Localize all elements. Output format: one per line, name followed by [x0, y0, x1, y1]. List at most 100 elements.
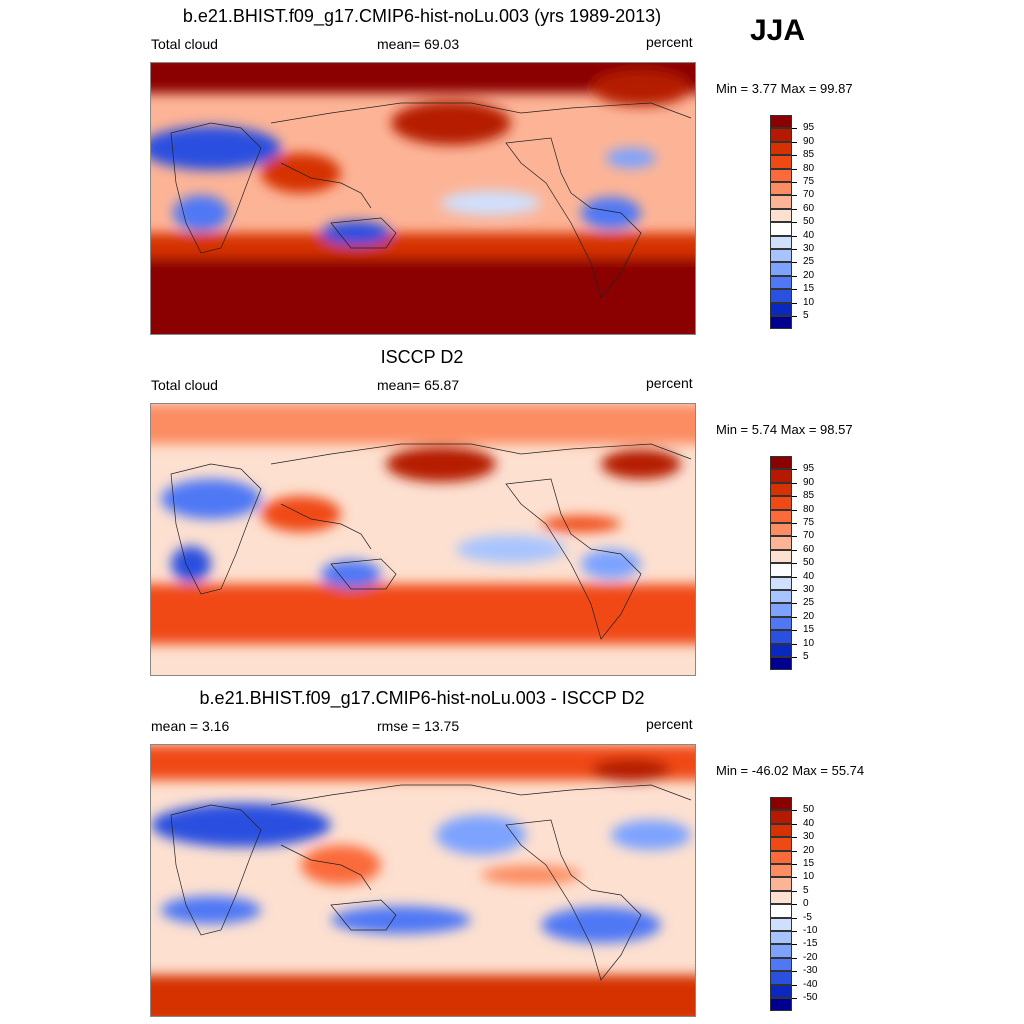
colorbar-label: 15 [803, 624, 815, 636]
colorbar-swatch [770, 864, 792, 878]
colorbar-swatch [770, 208, 792, 223]
colorbar-tick [792, 850, 797, 852]
colorbar-label: 30 [803, 831, 815, 843]
colorbar-swatch [770, 590, 792, 604]
colorbar-tick [792, 222, 797, 224]
colorbar-label: 40 [803, 570, 815, 582]
colorbar-tick [792, 482, 797, 484]
colorbar-swatch [770, 563, 792, 577]
colorbar-tick [792, 971, 797, 973]
panel-2-variable-label: Total cloud [151, 377, 218, 393]
colorbar-swatch [770, 195, 792, 209]
colorbar-tick [792, 603, 797, 605]
colorbar-swatch [770, 155, 792, 169]
colorbar-label: 25 [803, 256, 815, 268]
colorbar-tick [792, 496, 797, 498]
colorbar-tick [792, 302, 797, 304]
colorbar-label: 85 [803, 490, 815, 502]
colorbar-swatch [770, 603, 792, 617]
colorbar-label: 10 [803, 637, 815, 649]
colorbar-tick [792, 509, 797, 511]
panel-1-minmax: Min = 3.77 Max = 99.87 [716, 81, 853, 96]
colorbar-swatch [770, 904, 792, 918]
colorbar-label: 95 [803, 463, 815, 475]
colorbar-label: -5 [803, 911, 812, 923]
colorbar-label: 70 [803, 189, 815, 201]
colorbar-swatch [770, 877, 792, 891]
colorbar-label: 85 [803, 149, 815, 161]
colorbar-tick [792, 249, 797, 250]
colorbar-swatch [770, 182, 792, 196]
colorbar-swatch [770, 823, 792, 838]
colorbar-swatch [770, 275, 792, 290]
colorbar-label: 50 [803, 216, 815, 228]
panel-2-title: ISCCP D2 [380, 347, 464, 367]
colorbar-label: 25 [803, 597, 815, 609]
colorbar-swatch [770, 536, 792, 550]
colorbar-swatch [770, 262, 792, 276]
colorbar-tick [792, 195, 797, 197]
panel-2-mean-label: mean= 65.87 [377, 377, 460, 393]
colorbar-tick [792, 141, 797, 143]
colorbar-swatch [770, 456, 792, 470]
colorbar-tick [792, 890, 797, 892]
colorbar-tick [792, 957, 797, 959]
colorbar-tick [792, 864, 797, 865]
panel-1-map [150, 62, 696, 335]
colorbar-label: 40 [803, 817, 815, 829]
colorbar-label: 80 [803, 162, 815, 174]
colorbar-swatch [770, 944, 792, 958]
colorbar-swatch [770, 496, 792, 510]
colorbar-label: 10 [803, 871, 815, 883]
colorbar-label: 15 [803, 858, 815, 869]
panel-3-map [150, 744, 696, 1017]
colorbar-tick [792, 590, 797, 591]
colorbar-tick [792, 275, 797, 277]
colorbar-swatch [770, 657, 792, 671]
colorbar-tick [792, 128, 797, 130]
colorbar-label: 20 [803, 610, 815, 622]
colorbar-tick [792, 523, 797, 524]
colorbar-label: 60 [803, 543, 815, 555]
colorbar-swatch [770, 482, 792, 497]
colorbar-tick [792, 823, 797, 825]
colorbar-swatch [770, 549, 792, 564]
colorbar-tick [792, 984, 797, 986]
colorbar-tick [792, 810, 797, 812]
colorbar-tick [792, 208, 797, 210]
colorbar-tick [792, 657, 797, 658]
colorbar-tick [792, 235, 797, 237]
colorbar-label: 5 [803, 884, 809, 896]
colorbar-label: 30 [803, 243, 815, 254]
colorbar-label: -15 [803, 938, 818, 950]
colorbar-tick [792, 549, 797, 551]
colorbar-swatch [770, 523, 792, 537]
colorbar-label: 90 [803, 135, 815, 147]
colorbar-label: -30 [803, 965, 818, 977]
colorbar-swatch [770, 222, 792, 236]
colorbar-swatch [770, 235, 792, 249]
colorbar-swatch [770, 168, 792, 182]
colorbar-label: 95 [803, 122, 815, 134]
colorbar-swatch [770, 141, 792, 156]
colorbar-swatch [770, 890, 792, 905]
colorbar-swatch [770, 984, 792, 998]
colorbar-tick [792, 563, 797, 565]
colorbar-tick [792, 998, 797, 999]
colorbar-label: 50 [803, 557, 815, 569]
colorbar-swatch [770, 810, 792, 824]
colorbar-tick [792, 616, 797, 618]
colorbar-label: 0 [803, 898, 809, 910]
panel-3-rmse-label: rmse = 13.75 [377, 718, 460, 734]
colorbar-label: 80 [803, 503, 815, 515]
colorbar-swatch [770, 957, 792, 972]
colorbar-tick [792, 182, 797, 183]
panel-3-minmax: Min = -46.02 Max = 55.74 [716, 763, 865, 778]
colorbar-label: 5 [803, 651, 809, 662]
colorbar-label: 90 [803, 476, 815, 488]
colorbar-tick [792, 837, 797, 839]
panel-3-title: b.e21.BHIST.f09_g17.CMIP6-hist-noLu.003 … [199, 688, 645, 708]
colorbar-swatch [770, 289, 792, 303]
panel-2-map [150, 403, 696, 676]
colorbar-tick [792, 262, 797, 264]
